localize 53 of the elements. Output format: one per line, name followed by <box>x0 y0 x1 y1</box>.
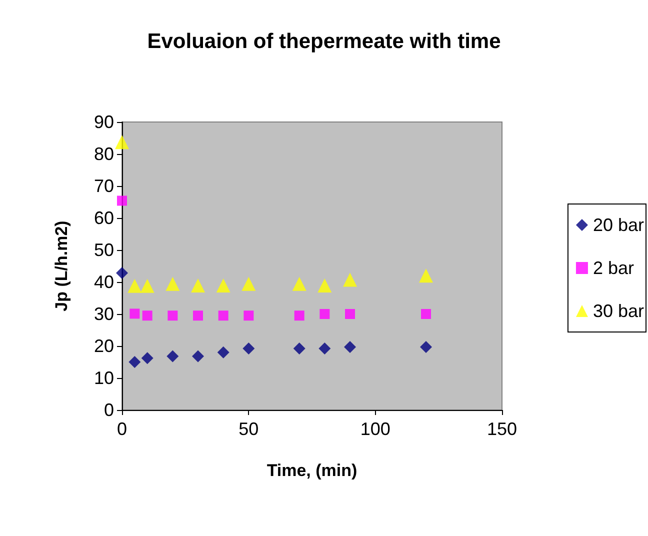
point <box>420 340 432 353</box>
point <box>192 350 204 362</box>
point <box>345 309 355 319</box>
y-tick-label: 80 <box>94 144 114 164</box>
point <box>140 278 154 293</box>
x-tick-label: 0 <box>116 419 128 439</box>
point <box>218 310 228 321</box>
point <box>166 276 180 291</box>
y-tick-label: 40 <box>94 272 114 292</box>
y-tick-label: 0 <box>104 400 114 420</box>
point <box>117 196 127 206</box>
y-tick-label: 20 <box>94 336 114 356</box>
x-tick-label: 100 <box>360 419 390 439</box>
point <box>294 310 304 321</box>
legend-label: 20 bar <box>592 215 644 235</box>
x-tick-label: 50 <box>238 419 259 439</box>
point <box>244 310 254 321</box>
chart-title: Evoluaion of thepermeate with time <box>147 30 501 53</box>
point <box>344 340 356 353</box>
point <box>318 278 332 293</box>
point <box>242 276 256 291</box>
point <box>128 278 142 293</box>
x-tick-label: 150 <box>486 419 518 439</box>
y-tick-label: 60 <box>94 208 114 228</box>
y-tick-label: 10 <box>94 368 114 388</box>
y-tick-label: 70 <box>94 176 114 196</box>
point <box>116 267 128 280</box>
point <box>141 352 154 364</box>
point <box>292 276 306 291</box>
point <box>242 342 255 355</box>
point <box>293 342 306 355</box>
point <box>318 342 331 355</box>
point <box>191 278 205 293</box>
y-tick-label: 90 <box>94 112 114 132</box>
point <box>421 309 431 319</box>
point <box>216 278 230 293</box>
point <box>142 310 152 321</box>
point <box>166 350 179 362</box>
y-axis-title: Jp (L/h.m2) <box>52 220 71 312</box>
point <box>115 135 129 150</box>
point <box>217 346 230 358</box>
point <box>128 356 141 368</box>
point <box>130 308 140 319</box>
y-tick-label: 50 <box>94 240 114 260</box>
point <box>193 310 203 321</box>
point <box>168 310 178 321</box>
y-tick-label: 30 <box>94 304 114 324</box>
point <box>320 309 330 319</box>
point <box>343 272 357 287</box>
x-axis-title: Time, (min) <box>266 461 358 480</box>
legend-label: 30 bar <box>592 301 644 321</box>
point <box>419 268 433 283</box>
legend-label: 2 bar <box>592 258 634 278</box>
